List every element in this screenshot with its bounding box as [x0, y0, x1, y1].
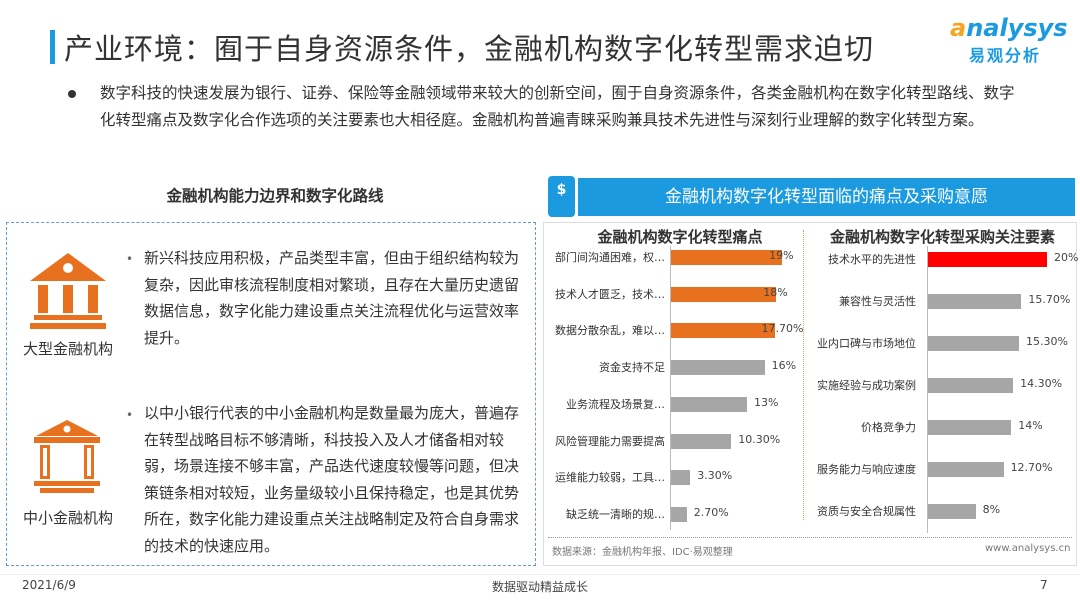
pain-points-chart-title: 金融机构数字化转型痛点: [597, 228, 763, 246]
data-source: 数据来源：金融机构年报、IDC·易观整理: [552, 547, 733, 558]
category-label: 业内口碑与市场地位: [817, 337, 916, 350]
data-label: 8%: [982, 503, 1001, 516]
bullet-icon: •: [126, 408, 134, 422]
bar: [928, 252, 1047, 267]
bar: [928, 336, 1020, 351]
bar: [671, 470, 691, 486]
category-label: 运维能力较弱，工具…: [555, 471, 665, 485]
bar: [928, 378, 1014, 393]
data-label: 10.30%: [738, 432, 781, 446]
data-label: 12.70%: [1010, 461, 1053, 474]
category-label: 资金支持不足: [599, 361, 665, 375]
y-axis-line: [927, 246, 928, 533]
bar: [928, 504, 976, 519]
small-bank-icon: [34, 420, 100, 493]
category-label: 实施经验与成功案例: [817, 379, 916, 392]
bar: [671, 396, 748, 412]
source-url: www.analysys.cn: [985, 543, 1071, 554]
dollar-phone-icon: $: [548, 176, 575, 217]
bar: [671, 250, 783, 265]
footer-divider: [0, 574, 1080, 575]
large-institution-label: 大型金融机构: [22, 340, 113, 358]
bank-building-icon: [30, 253, 106, 329]
small-institution-text: 以中小银行代表的中小金融机构是数量最为庞大，普遍存在转型战略目标不够清晰，科技投…: [144, 404, 520, 555]
bar: [671, 506, 687, 522]
large-institution-text: 新兴科技应用积极，产品类型丰富，但由于组织结构较为复杂，因此审核流程制度相对繁琐…: [144, 249, 520, 347]
bar: [928, 420, 1012, 435]
data-label: 3.30%: [697, 469, 733, 483]
data-label: 17.70%: [761, 322, 804, 336]
data-label: 15.70%: [1028, 293, 1071, 306]
bullet-icon: •: [126, 252, 134, 266]
category-label: 价格竞争力: [861, 421, 916, 434]
y-axis-line: [670, 246, 671, 530]
data-label: 18%: [763, 285, 788, 299]
bar: [671, 286, 777, 302]
data-label: 14%: [1018, 419, 1043, 432]
analysys-logo: analysys 易观分析: [950, 14, 1068, 65]
data-label: 20%: [1054, 251, 1079, 264]
data-label: 2.70%: [693, 505, 729, 519]
bar: [928, 294, 1022, 309]
chart-panel: [543, 222, 1077, 566]
data-label: 16%: [771, 359, 797, 373]
footer-date: 2021/6/9: [22, 578, 76, 592]
data-label: 14.30%: [1020, 377, 1063, 390]
page-number: 7: [1040, 578, 1048, 592]
procurement-chart-title: 金融机构数字化转型采购关注要素: [829, 228, 1055, 246]
category-label: 缺乏统一清晰的规…: [566, 507, 665, 521]
category-label: 业务流程及场景复…: [566, 397, 665, 411]
data-label: 19%: [769, 249, 794, 262]
category-label: 资质与安全合规属性: [817, 505, 916, 518]
category-label: 服务能力与响应速度: [817, 463, 916, 476]
category-label: 兼容性与灵活性: [839, 295, 916, 308]
data-label: 15.30%: [1026, 335, 1068, 348]
chart-divider: [803, 230, 804, 520]
page-title: 产业环境：囿于自身资源条件，金融机构数字化转型需求迫切: [64, 32, 875, 66]
title-accent-bar: [50, 30, 55, 64]
category-label: 风险管理能力需要提高: [555, 434, 665, 448]
footer-slogan: 数据驱动精益成长: [491, 580, 588, 594]
small-institution-label: 中小金融机构: [22, 509, 113, 527]
divider: [548, 537, 1072, 538]
left-section-heading: 金融机构能力边界和数字化路线: [166, 187, 384, 205]
institutions-box: [6, 222, 536, 566]
bullet-icon: [68, 90, 76, 98]
category-label: 部门间沟通困难，权…: [555, 251, 665, 264]
data-label: 13%: [754, 395, 779, 409]
category-label: 技术人才匮乏，技术…: [555, 287, 665, 301]
bar: [671, 323, 775, 339]
intro-text: 数字科技的快速发展为银行、证券、保险等金融领域带来较大的创新空间，囿于自身资源条…: [100, 84, 1015, 129]
right-section-heading: 金融机构数字化转型面临的痛点及采购意愿: [578, 178, 1075, 216]
bar: [671, 433, 732, 449]
category-label: 数据分散杂乱，难以…: [555, 324, 665, 338]
category-label: 技术水平的先进性: [828, 253, 916, 266]
bar: [671, 360, 765, 376]
bar: [928, 462, 1004, 477]
